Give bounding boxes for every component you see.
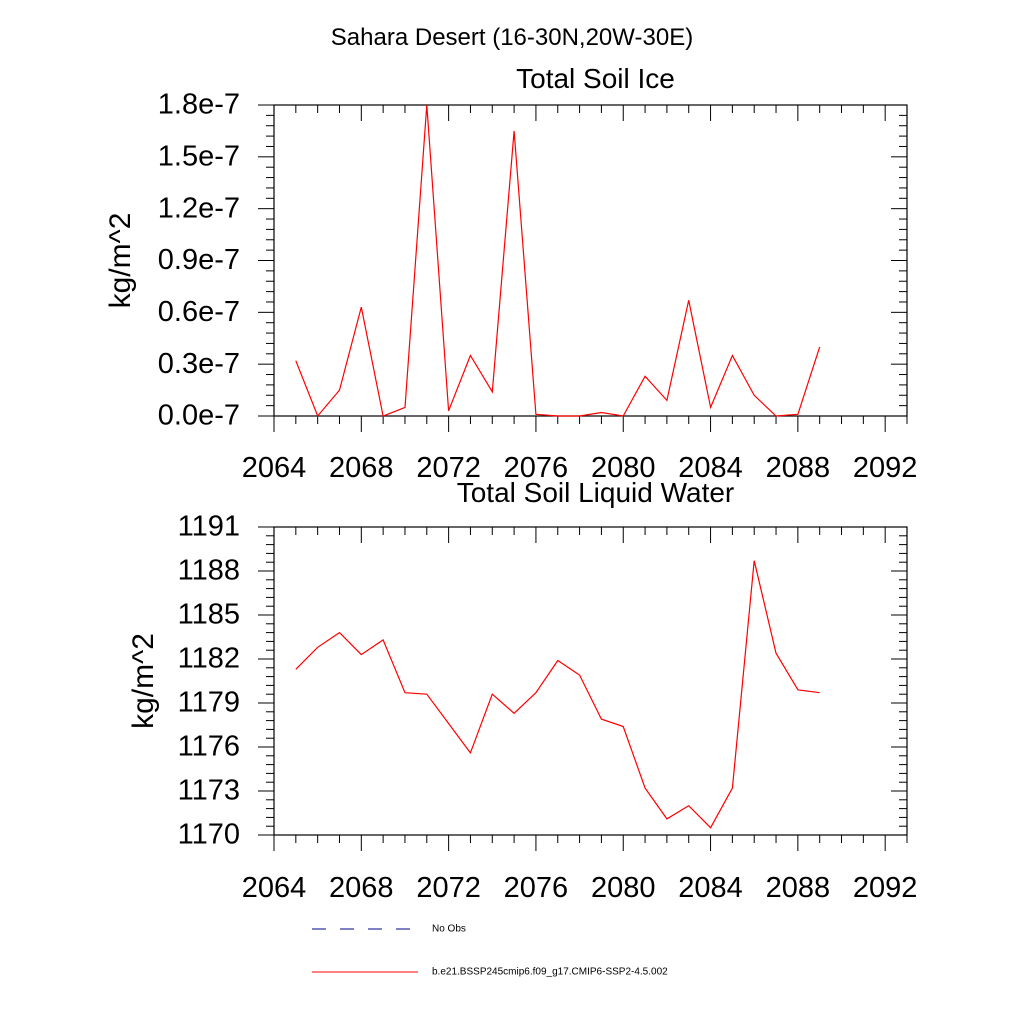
x-tick-label: 2088 — [766, 872, 831, 904]
y-tick-label: 1191 — [178, 511, 240, 543]
panel-title: Total Soil Liquid Water — [457, 477, 735, 508]
plot-frame — [273, 526, 908, 836]
y-tick-label: 1173 — [178, 775, 240, 807]
x-tick-label: 2076 — [504, 452, 569, 484]
x-tick-label: 2072 — [416, 452, 481, 484]
y-tick-label: 1179 — [178, 687, 240, 719]
y-tick-label: 0.6e-7 — [158, 296, 240, 328]
series-line — [295, 104, 821, 418]
y-tick-label: 0.3e-7 — [158, 348, 240, 380]
y-tick-label: 1.5e-7 — [158, 140, 240, 172]
y-axis-label: kg/m^2 — [127, 633, 160, 729]
legend-label: No Obs — [432, 924, 466, 935]
x-tick-label: 2084 — [678, 872, 743, 904]
y-tick-label: 0.0e-7 — [158, 400, 240, 432]
panel-2: Total Soil Liquid Water kg/m^2 1170 1173 117… — [127, 477, 918, 904]
x-tick-label: 2076 — [504, 872, 569, 904]
x-tick-label: 2068 — [329, 452, 394, 484]
x-tick-label: 2080 — [591, 452, 656, 484]
legend-label: b.e21.BSSP245cmip6.f09_g17.CMIP6-SSP2-4.… — [432, 967, 668, 978]
y-axis-label: kg/m^2 — [104, 213, 137, 309]
x-tick-label: 2064 — [242, 452, 307, 484]
y-tick-label: 1.8e-7 — [158, 89, 240, 121]
y-tick-label: 1182 — [178, 643, 240, 675]
y-tick-label: 1188 — [178, 555, 240, 587]
x-tick-label: 2080 — [591, 872, 656, 904]
x-tick-label: 2092 — [853, 872, 918, 904]
x-tick-label: 2068 — [329, 872, 394, 904]
y-tick-label: 0.9e-7 — [158, 244, 240, 276]
y-tick-label: 1170 — [178, 819, 240, 851]
y-tick-label: 1185 — [178, 599, 240, 631]
x-tick-label: 2084 — [678, 452, 743, 484]
y-tick-label: 1.2e-7 — [158, 192, 240, 224]
x-tick-label: 2092 — [853, 452, 918, 484]
panel-1: Total Soil Ice kg/m^2 0.0e-7 0.3e-7 0.6e-7 0.… — [104, 63, 918, 484]
series-line — [295, 560, 820, 829]
y-tick-label: 1176 — [178, 731, 240, 763]
x-tick-label: 2088 — [766, 452, 831, 484]
x-tick-label: 2064 — [242, 872, 307, 904]
legend: No Obs b.e21.BSSP245cmip6.f09_g17.CMIP6-S… — [312, 924, 668, 978]
figure-title: Sahara Desert (16-30N,20W-30E) — [331, 24, 693, 51]
x-tick-label: 2072 — [416, 872, 481, 904]
panel-title: Total Soil Ice — [516, 63, 675, 94]
